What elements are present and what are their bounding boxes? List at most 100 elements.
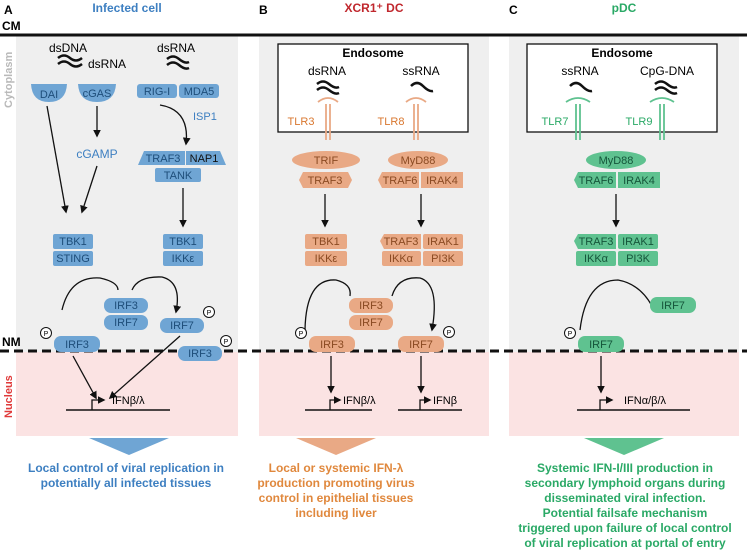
irf7-right-label: IRF7 <box>170 320 194 332</box>
panel-a-pathway: dsDNA dsRNA dsRNA DAI cGAS RIG-I MDA5 IS… <box>28 41 232 490</box>
gene-label-a: IFNβ/λ <box>112 395 145 407</box>
tlr7-receptor-icon <box>565 97 591 140</box>
traf3-b-label: TRAF3 <box>308 175 343 187</box>
irf7-mid-label: IRF7 <box>114 317 138 329</box>
traf6-b-box <box>378 172 419 188</box>
dai-label: DAI <box>40 89 58 101</box>
ligand-c-left: ssRNA <box>561 64 598 78</box>
irf3-b-mid-box <box>349 298 393 313</box>
arrow-curve-left <box>61 277 119 311</box>
irf7-c-bottom-label: IRF7 <box>589 339 613 351</box>
dai-shape <box>31 84 67 102</box>
irak1-b-box <box>423 234 463 249</box>
tank-label: TANK <box>164 170 193 182</box>
tlr9-label: TLR9 <box>626 116 653 128</box>
conclusion-b-line-1: Local or systemic IFN-λ <box>269 461 404 475</box>
ikke-b-box <box>305 251 347 266</box>
traf6-b-label: TRAF6 <box>383 175 418 187</box>
irf3-b-left-box <box>309 336 355 352</box>
conclusion-c-line-3: disseminated viral infection. <box>544 491 705 505</box>
irf7-c-bottom-box <box>578 336 624 352</box>
arrow-rig-to-traf3 <box>159 104 191 146</box>
gene-label-b-right: IFNβ <box>433 395 457 407</box>
myd88-c-label: MyD88 <box>599 155 634 167</box>
phospho-icon-b2 <box>443 326 455 338</box>
phospho-icon-a3-text: P <box>44 331 49 338</box>
outcome-triangle-a <box>89 438 169 455</box>
tbk1-left-label: TBK1 <box>59 236 87 248</box>
ikke-right-box <box>163 251 203 266</box>
mda5-box <box>179 84 219 98</box>
arrow-c-curve <box>579 279 653 331</box>
ikka-c-box <box>576 251 616 266</box>
sting-label: STING <box>56 253 90 265</box>
irf3-mid-box <box>104 298 148 313</box>
panel-b-title: XCR1⁺ DC <box>344 1 403 15</box>
phospho-icon-c-text: P <box>568 331 573 338</box>
arrow-irf3-gene <box>72 355 97 400</box>
ikka-b-label: IKKα <box>389 253 414 265</box>
panel-b-letter: B <box>259 3 268 17</box>
rna-squiggle-icon <box>166 55 190 64</box>
conclusion-b-line-3: control in epithelial tissues <box>259 491 414 505</box>
arrow-curve-right <box>131 276 182 314</box>
nucleus-label: Nucleus <box>3 375 15 418</box>
myd88-b-shape <box>388 151 448 169</box>
pi3k-b-box <box>423 251 463 266</box>
traf3-b-box <box>299 172 352 188</box>
ligand-b-left: dsRNA <box>308 64 346 78</box>
endosome-c-label: Endosome <box>591 46 653 60</box>
cgas-shape <box>78 84 116 102</box>
conclusion-c-line-1: Systemic IFN-I/III production in <box>537 461 713 475</box>
irak4-c-box <box>618 172 660 188</box>
conclusion-c-line-5: triggered upon failure of local control <box>518 521 731 535</box>
irak4-b-label: IRAK4 <box>426 175 458 187</box>
irak1-c-box <box>618 234 658 249</box>
tbk1-right-box <box>163 234 203 249</box>
irf7-b-mid-label: IRF7 <box>359 317 383 329</box>
arrow-b-curve-right <box>391 277 437 332</box>
ssrna-b-icon <box>410 81 434 93</box>
irf3-mid-label: IRF3 <box>114 300 138 312</box>
tlr8-label: TLR8 <box>378 116 405 128</box>
conclusion-b-line-2: production promoting virus <box>257 476 415 490</box>
dna-squiggle-icon-2 <box>57 60 83 68</box>
trif-label: TRIF <box>314 155 339 167</box>
panel-a-nucleus <box>16 352 238 436</box>
nm-label: NM <box>2 335 21 349</box>
irak4-b-box <box>421 172 463 188</box>
conclusion-c-line-6: of viral replication at portal of entry <box>524 536 726 550</box>
tbk1-left-box <box>53 234 93 249</box>
panel-c-title: pDC <box>612 1 637 15</box>
conclusion-a-line-2: potentially all infected tissues <box>41 476 212 490</box>
panel-c-pathway: Endosome ssRNA CpG-DNA TLR7 TLR9 MyD88 T… <box>518 43 732 550</box>
dsrna-b-icon <box>316 80 340 89</box>
panel-c-nucleus <box>509 352 739 436</box>
traf3-c-box <box>574 234 616 249</box>
panel-b-pathway: Endosome dsRNA ssRNA TLR3 TLR8 TRIF TRAF… <box>257 43 469 520</box>
arrow-irf7-gene <box>108 335 181 400</box>
irf3-left-label: IRF3 <box>65 339 89 351</box>
phospho-icon-a1-text: P <box>207 310 212 317</box>
irf7-right-box <box>160 318 204 333</box>
tbk1-b-box <box>305 234 347 249</box>
endosome-b <box>277 43 469 133</box>
phospho-icon-b1 <box>295 327 307 339</box>
outcome-triangle-b <box>296 438 376 455</box>
myd88-b-label: MyD88 <box>401 155 436 167</box>
irak4-c-label: IRAK4 <box>623 175 655 187</box>
traf3-b2-label: TRAF3 <box>384 236 419 248</box>
arrow-cgamp-sting <box>80 165 98 214</box>
phospho-icon-b1-text: P <box>299 331 304 338</box>
phospho-icon-b2-text: P <box>447 330 452 337</box>
irf3-right-box <box>178 346 222 361</box>
cm-label: CM <box>2 19 21 33</box>
sting-box <box>53 251 93 266</box>
phospho-icon-c <box>564 327 576 339</box>
dsrna-label-small: dsRNA <box>88 57 126 71</box>
nap1-box <box>186 151 226 165</box>
panel-b-nucleus <box>259 352 489 436</box>
conclusion-c-line-4: Potential failsafe mechanism <box>543 506 708 520</box>
endosome-b-label: Endosome <box>342 46 404 60</box>
